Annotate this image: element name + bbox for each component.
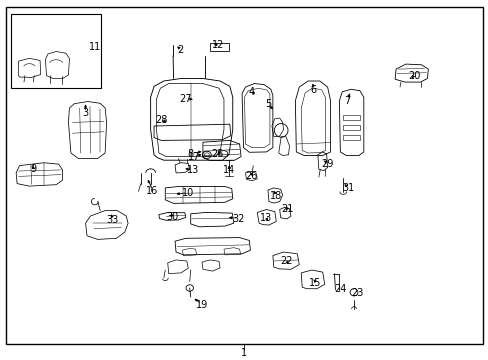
Text: 33: 33 [106,215,119,225]
Text: 32: 32 [232,214,244,224]
Text: 4: 4 [248,87,254,97]
Text: 6: 6 [309,85,315,95]
Bar [343,115,359,120]
Text: 10: 10 [181,188,194,198]
Text: 24: 24 [334,284,346,294]
Bar [11,14,101,88]
Text: 29: 29 [321,159,333,169]
Text: 21: 21 [281,204,293,214]
Text: 15: 15 [308,278,321,288]
Text: 18: 18 [269,191,282,201]
Text: 5: 5 [264,99,270,109]
Text: 11: 11 [89,42,102,52]
Text: 27: 27 [179,94,192,104]
Text: 13: 13 [259,213,272,223]
Text: 8: 8 [187,149,193,159]
Bar [343,135,359,140]
Text: 3: 3 [82,108,88,118]
Text: 23: 23 [350,288,363,298]
Bar [343,125,359,130]
Text: 9: 9 [30,164,36,174]
Text: 13: 13 [186,165,199,175]
Text: 22: 22 [279,256,292,266]
Text: 17: 17 [188,152,201,162]
Text: 28: 28 [155,114,167,125]
Text: 26: 26 [244,171,257,181]
Text: 12: 12 [212,40,224,50]
Bar [210,43,228,51]
Text: 16: 16 [146,186,159,196]
Text: 2: 2 [177,45,183,55]
Text: 25: 25 [210,149,223,159]
Text: 19: 19 [195,300,208,310]
Text: 31: 31 [341,183,354,193]
Text: 30: 30 [165,212,178,222]
Text: 14: 14 [223,165,235,175]
Text: 7: 7 [344,96,349,106]
Text: 20: 20 [407,71,420,81]
Text: 1: 1 [241,348,247,358]
